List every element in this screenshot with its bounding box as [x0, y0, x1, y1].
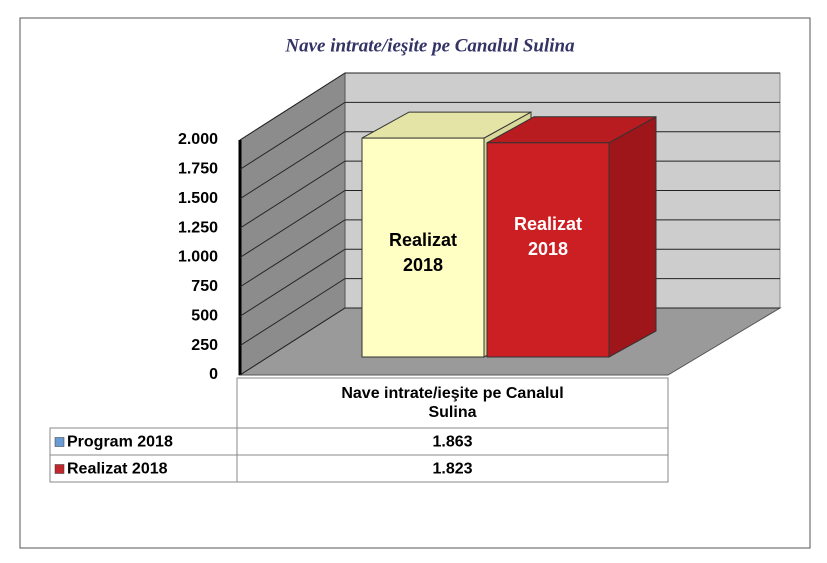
bar	[486, 142, 610, 358]
bar-label: Realizat 2018	[513, 214, 583, 259]
grid-line	[239, 72, 346, 141]
y-tick-label: 1.750	[178, 161, 218, 178]
bar-side	[608, 115, 657, 358]
y-tick-label: 1.500	[178, 190, 218, 207]
chart-title: Nave intrate/ieşite pe Canalul Sulina	[284, 35, 575, 56]
table-row-label-cell	[49, 454, 238, 483]
table-value-cell	[236, 427, 669, 456]
table-category: Nave intrate/ieşite pe Canalul Sulina	[341, 385, 564, 421]
table-header-cell	[236, 377, 669, 429]
legend-key	[54, 437, 65, 447]
legend-label: Realizat 2018	[67, 461, 168, 478]
table-row-label-cell	[49, 427, 238, 456]
grid-line	[239, 248, 346, 317]
legend-key	[54, 464, 65, 474]
bar-label: Realizat 2018	[388, 230, 458, 275]
grid-line	[239, 160, 346, 229]
legend-label: Program 2018	[67, 434, 173, 451]
grid-line	[239, 219, 346, 288]
grid-line	[239, 278, 346, 347]
grid-line	[239, 131, 346, 200]
y-tick-label: 0	[209, 366, 218, 383]
grid-line	[239, 190, 346, 258]
table-value: 1.863	[432, 434, 472, 451]
table-value: 1.823	[432, 461, 472, 478]
grid-line	[239, 307, 346, 376]
y-tick-label: 750	[191, 278, 218, 295]
y-tick-label: 2.000	[178, 131, 218, 148]
y-tick-label: 1.250	[178, 219, 218, 236]
y-tick-label: 500	[191, 307, 218, 324]
y-tick-label: 250	[191, 337, 218, 354]
bar	[361, 137, 485, 358]
table-value-cell	[236, 454, 669, 483]
y-tick-label: 1.000	[178, 249, 218, 266]
grid-line	[239, 101, 346, 170]
